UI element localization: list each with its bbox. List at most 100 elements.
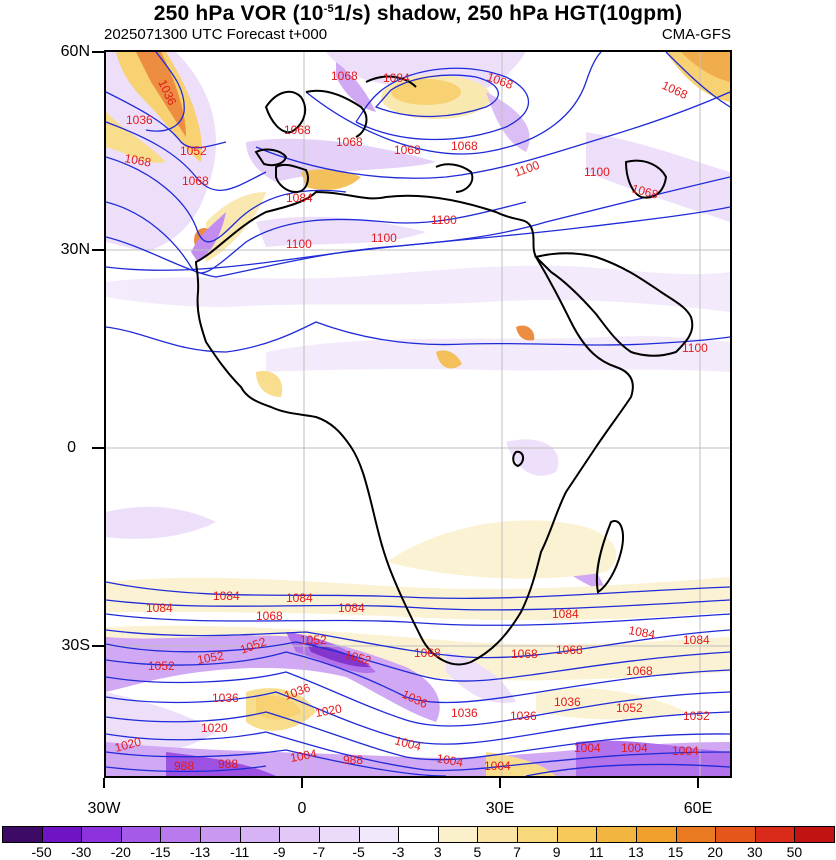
contour-label: 1020 [201,721,228,735]
lon-tick [301,778,303,788]
colorbar-label: -9 [273,844,286,860]
graticule [106,52,730,776]
lat-label-0: 0 [67,439,76,456]
contour-label: 1084 [146,601,173,615]
lon-label-0: 0 [297,800,307,817]
contour-label: 1068 [414,646,441,660]
vorticity-colorbar: -50 -30 -20 -15 -13 -11 -9 -7 -5 -3 3 5 7 9 11 13 15 20 30… [0,826,836,860]
contour-label: 1020 [314,701,343,719]
contour-label: 1084 [286,191,313,205]
colorbar-label: 7 [513,844,521,860]
contour-label: 1100 [371,231,397,245]
lat-label-30n: 30N [60,241,90,258]
lon-label-30e: 30E [485,800,515,817]
contour-label: 1004 [672,744,699,758]
contour-label: 1068 [485,70,515,92]
colorbar-label: 20 [707,844,723,860]
contour-label: 1004 [289,746,318,764]
colorbar-swatch [477,826,519,843]
lat-label-30s: 30S [61,637,90,654]
lat-tick [92,447,104,449]
contour-label: 1068 [660,78,690,102]
contour-label: 988 [218,757,238,771]
colorbar-label: 3 [433,844,442,860]
colorbar-swatch [120,826,162,843]
colorbar-label: -30 [71,844,92,860]
colorbar-label: -15 [150,844,171,860]
contour-label: 1068 [630,181,660,202]
contour-label: 1052 [300,633,327,647]
colorbar-label: 30 [746,844,763,860]
contour-label: 1068 [123,151,152,169]
colorbar-swatch [318,826,360,843]
contour-label: 1036 [212,691,239,705]
lat-tick [92,645,104,647]
colorbar-swatch [437,826,479,843]
contour-label: 1068 [336,135,363,149]
colorbar-swatch [398,826,439,843]
contour-label: 1004 [393,733,423,754]
colorbar-swatch [754,826,796,843]
lon-label-30w: 30W [87,800,121,817]
map-frame: 1036 1036 1052 1068 1068 1068 1068 1068 … [104,50,732,778]
contour-label: 1068 [284,123,311,137]
colorbar-swatch [635,826,677,843]
colorbar-swatch [160,826,202,843]
contour-label: 988 [174,759,194,773]
colorbar-swatch [2,826,43,843]
contour-label: 1100 [584,165,610,179]
contour-label: 1100 [512,158,541,180]
colorbar-swatch [556,826,598,843]
contour-label: 1020 [113,734,143,755]
contour-label: 1068 [556,643,583,657]
contour-label: 988 [343,753,363,767]
contour-label: 1052 [180,144,207,158]
contour-label: 1084 [286,591,313,605]
colorbar-label: 9 [552,844,561,860]
contour-label: 1052 [343,647,373,668]
contour-label: 1036 [126,113,153,127]
lat-tick [92,51,104,53]
colorbar-label: -7 [312,844,326,860]
vorticity-shading [106,52,730,776]
colorbar-label: -11 [230,844,250,860]
colorbar-label: 50 [786,844,803,860]
lon-tick [499,778,501,788]
colorbar-swatch [517,826,558,843]
contour-label: 1068 [394,143,421,157]
contour-label: 1004 [435,751,464,769]
colorbar-swatch [279,826,320,843]
colorbar-label: 13 [628,844,644,860]
colorbar-swatch [239,826,281,843]
contour-label: 1100 [682,341,708,355]
coastlines [194,75,694,666]
height-contours [106,52,730,776]
colorbar-label: 15 [667,844,684,860]
lat-tick [92,249,104,251]
colorbar-label: -3 [391,844,405,860]
model-name: CMA-GFS [661,26,731,43]
colorbar-label: -13 [189,844,211,860]
contour-label: 1004 [484,759,511,773]
contour-label: 1068 [182,174,209,188]
colorbar-swatch [675,826,717,843]
colorbar-label: -50 [31,844,52,860]
map-canvas: 1036 1036 1052 1068 1068 1068 1068 1068 … [106,52,730,776]
colorbar-swatch [200,826,241,843]
contour-label: 1068 [511,647,538,661]
forecast-run-label: 2025071300 UTC Forecast t+000 [104,26,328,43]
contour-label: 1052 [148,659,175,673]
chart-title: 250 hPa VOR (10-51/s) shadow, 250 hPa HG… [153,2,683,25]
lon-tick [103,778,105,788]
contour-label: 1068 [451,139,478,153]
colorbar-label: 11 [589,844,604,860]
contour-label: 1004 [621,741,648,755]
contour-label: 1052 [616,701,643,715]
contour-label: 1084 [338,601,365,615]
contour-label: 1100 [286,237,312,251]
contour-label: 1084 [552,607,579,621]
contour-label: 1084 [213,589,240,603]
contour-label: 1052 [683,709,710,723]
contour-label: 1052 [196,648,225,666]
lat-label-60n: 60N [60,43,90,60]
